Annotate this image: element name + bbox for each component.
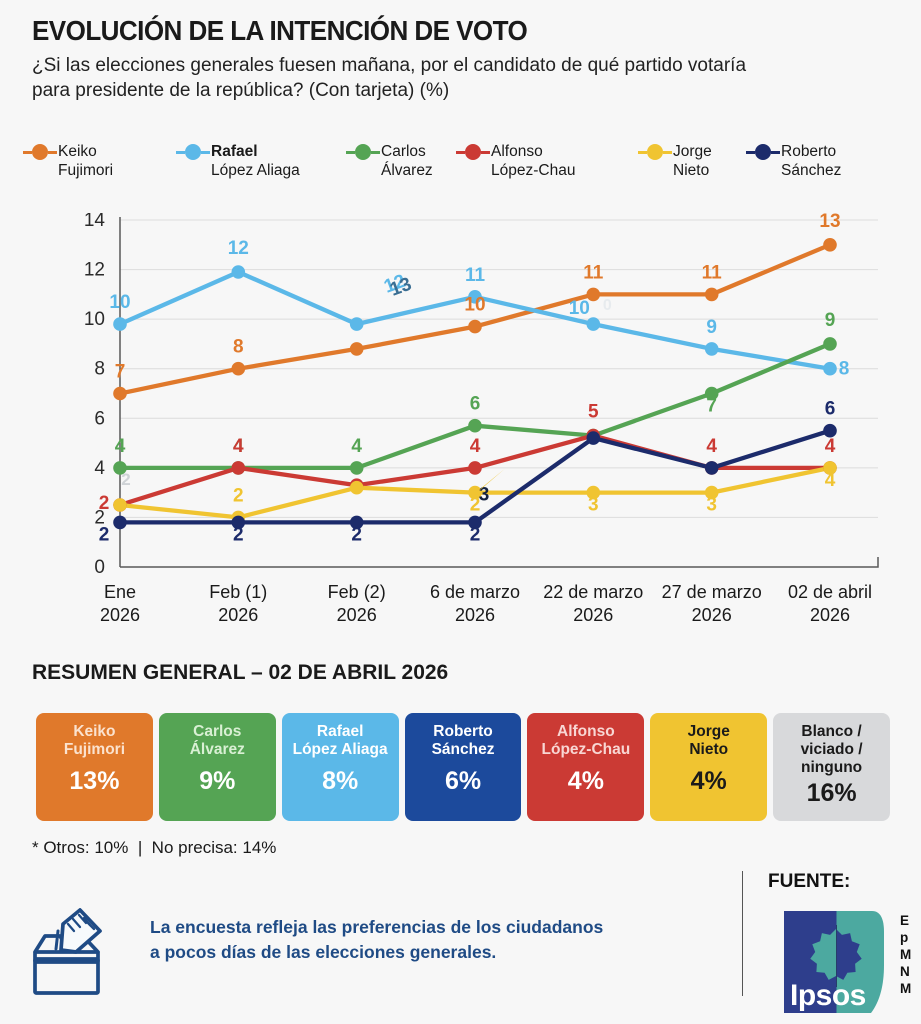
svg-text:6: 6 xyxy=(825,399,836,420)
svg-text:4: 4 xyxy=(825,436,836,457)
svg-text:02 de abril: 02 de abril xyxy=(788,582,872,602)
svg-text:11: 11 xyxy=(702,262,723,283)
svg-text:2: 2 xyxy=(351,524,362,545)
svg-text:2: 2 xyxy=(233,485,244,506)
svg-text:Feb (1): Feb (1) xyxy=(209,582,267,602)
svg-text:2: 2 xyxy=(99,493,110,514)
svg-text:2: 2 xyxy=(233,524,244,545)
svg-text:3: 3 xyxy=(706,495,717,516)
svg-text:10: 10 xyxy=(569,298,590,319)
svg-text:4: 4 xyxy=(706,436,717,457)
svg-text:4: 4 xyxy=(233,436,244,457)
svg-text:4: 4 xyxy=(115,436,126,457)
svg-text:13: 13 xyxy=(819,213,840,232)
svg-text:22 de marzo: 22 de marzo xyxy=(543,582,643,602)
svg-text:10: 10 xyxy=(464,295,485,316)
svg-text:Ene: Ene xyxy=(104,582,136,602)
svg-text:12: 12 xyxy=(84,260,105,281)
svg-text:6 de marzo: 6 de marzo xyxy=(430,582,520,602)
svg-text:5: 5 xyxy=(588,402,599,423)
svg-text:2: 2 xyxy=(99,524,110,545)
svg-text:9: 9 xyxy=(706,317,717,338)
svg-text:27 de marzo: 27 de marzo xyxy=(662,582,762,602)
svg-text:10: 10 xyxy=(84,309,105,330)
svg-text:0: 0 xyxy=(603,297,612,314)
svg-text:0: 0 xyxy=(94,557,105,578)
svg-text:2026: 2026 xyxy=(692,605,732,623)
svg-text:2026: 2026 xyxy=(218,605,258,623)
svg-text:2026: 2026 xyxy=(100,605,140,623)
svg-text:11: 11 xyxy=(583,262,604,283)
svg-text:3: 3 xyxy=(479,485,490,506)
svg-text:2026: 2026 xyxy=(810,605,850,623)
svg-text:8: 8 xyxy=(839,359,850,380)
svg-text:3: 3 xyxy=(588,495,599,516)
svg-text:2: 2 xyxy=(121,470,130,489)
svg-text:8: 8 xyxy=(233,337,244,358)
svg-text:8: 8 xyxy=(94,359,105,380)
svg-text:4: 4 xyxy=(94,458,105,479)
svg-text:7: 7 xyxy=(706,396,717,417)
svg-text:2026: 2026 xyxy=(337,605,377,623)
svg-text:9: 9 xyxy=(825,310,836,331)
svg-text:11: 11 xyxy=(465,265,486,286)
svg-text:Ipsos: Ipsos xyxy=(790,979,866,1012)
svg-text:4: 4 xyxy=(825,470,836,491)
svg-text:10: 10 xyxy=(109,292,130,313)
svg-text:7: 7 xyxy=(115,362,126,383)
svg-text:4: 4 xyxy=(351,436,362,457)
svg-text:14: 14 xyxy=(84,213,106,231)
svg-text:6: 6 xyxy=(94,408,105,429)
svg-text:2: 2 xyxy=(470,524,481,545)
svg-text:12: 12 xyxy=(228,238,249,259)
svg-text:6: 6 xyxy=(470,394,481,415)
svg-text:Feb (2): Feb (2) xyxy=(328,582,386,602)
svg-text:2026: 2026 xyxy=(573,605,613,623)
svg-text:2026: 2026 xyxy=(455,605,495,623)
svg-text:4: 4 xyxy=(470,436,481,457)
